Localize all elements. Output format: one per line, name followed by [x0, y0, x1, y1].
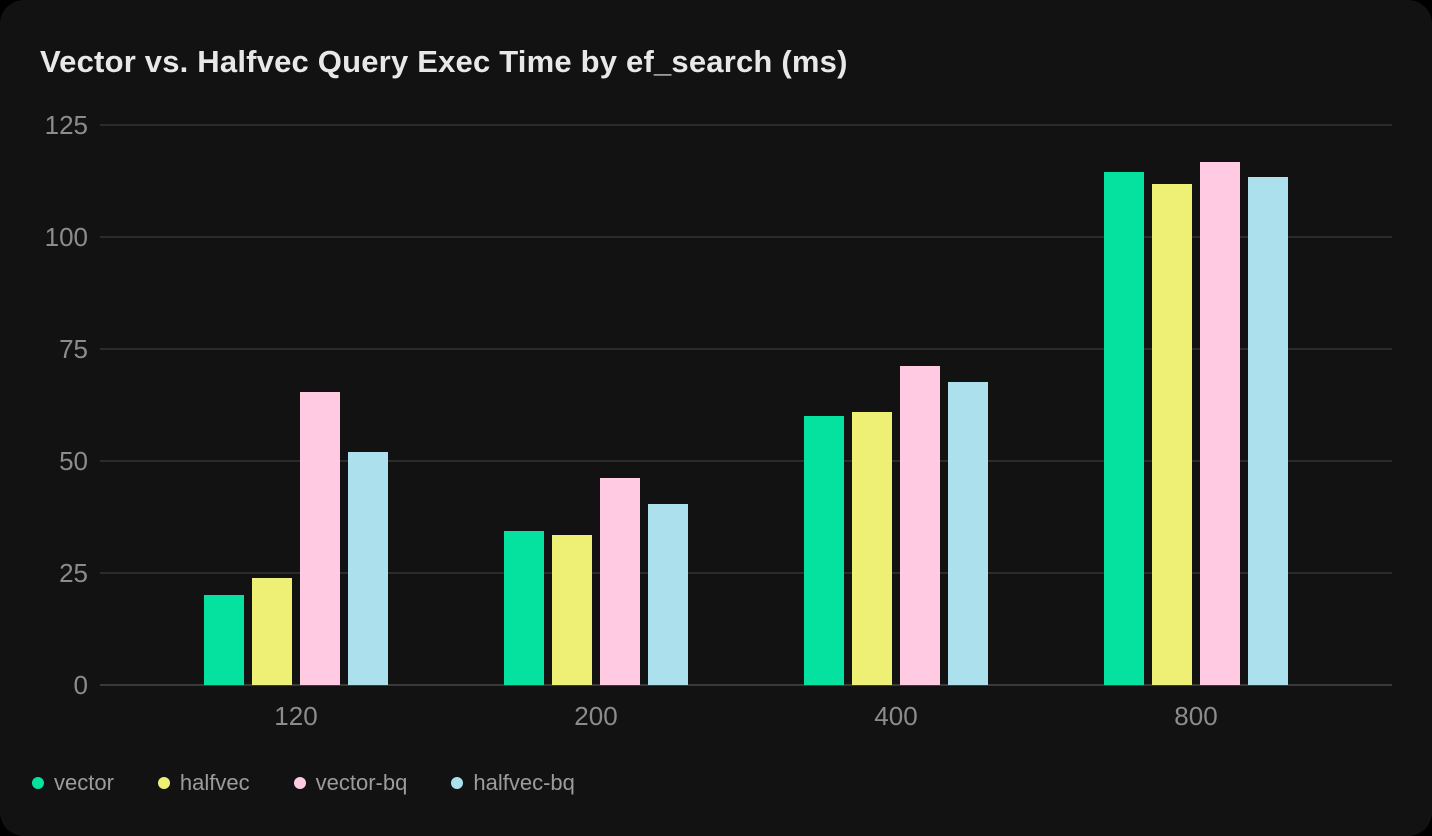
- legend-dot-vector: [32, 777, 44, 789]
- legend-label-halfvec-bq: halfvec-bq: [473, 770, 575, 795]
- legend-item-halfvec[interactable]: halfvec: [157, 770, 250, 795]
- x-tick-label-200: 200: [574, 701, 618, 731]
- bar-halfvec-bq-400[interactable]: [948, 381, 988, 685]
- legend-label-vector: vector: [54, 770, 114, 795]
- gridline-100: [100, 236, 1392, 238]
- gridline-0: [100, 684, 1392, 686]
- chart-title: Vector vs. Halfvec Query Exec Time by ef…: [40, 44, 848, 79]
- legend-item-halfvec-bq[interactable]: halfvec-bq: [451, 772, 575, 794]
- y-tick-label-50: 50: [59, 446, 88, 476]
- gridline-125: [100, 124, 1392, 126]
- bar-chart-plot: [100, 124, 1392, 686]
- bar-vector-bq-200[interactable]: [600, 477, 640, 685]
- gridline-50: [100, 460, 1392, 462]
- bar-vector-800[interactable]: [1104, 172, 1144, 685]
- bar-group-400: [804, 125, 988, 685]
- gridline-75: [100, 348, 1392, 350]
- legend-dot-vector-bq: [293, 777, 306, 789]
- bar-vector-120[interactable]: [204, 595, 244, 685]
- x-tick-label-120: 120: [274, 701, 318, 731]
- legend-label-vector-bq: vector-bq: [315, 770, 408, 795]
- bar-halfvec-bq-200[interactable]: [648, 504, 688, 685]
- bar-vector-bq-120[interactable]: [300, 391, 340, 685]
- bar-halfvec-400[interactable]: [852, 411, 892, 685]
- x-axis-labels: 120 200 400 800: [100, 699, 1392, 733]
- legend-label-halfvec: halfvec: [179, 770, 250, 795]
- bar-vector-400[interactable]: [804, 415, 844, 685]
- bar-vector-bq-800[interactable]: [1200, 161, 1240, 685]
- bar-halfvec-120[interactable]: [252, 578, 292, 685]
- x-tick-label-800: 800: [1174, 701, 1218, 731]
- y-tick-label-25: 25: [59, 558, 88, 588]
- y-tick-label-0: 0: [73, 670, 88, 700]
- bar-vector-200[interactable]: [504, 531, 544, 685]
- x-tick-label-400: 400: [874, 701, 918, 731]
- bar-vector-bq-400[interactable]: [900, 365, 940, 685]
- chart-legend: vector halfvec vector-bq halfvec-bq: [32, 768, 619, 798]
- gridline-25: [100, 572, 1392, 574]
- bar-halfvec-800[interactable]: [1152, 183, 1192, 685]
- bar-halfvec-bq-120[interactable]: [348, 452, 388, 685]
- bar-group-120: [204, 125, 388, 685]
- legend-dot-halfvec: [157, 777, 170, 789]
- legend-item-vector[interactable]: vector: [32, 772, 114, 794]
- y-axis-labels: 0 25 50 75 100 125: [28, 112, 88, 698]
- bar-group-800: [1104, 125, 1288, 685]
- bar-group-200: [504, 125, 688, 685]
- legend-dot-halfvec-bq: [451, 777, 464, 789]
- y-tick-label-75: 75: [59, 334, 88, 364]
- legend-item-vector-bq[interactable]: vector-bq: [293, 770, 408, 795]
- y-tick-label-100: 100: [44, 222, 88, 252]
- bar-halfvec-bq-800[interactable]: [1248, 177, 1288, 685]
- bar-halfvec-200[interactable]: [552, 535, 592, 685]
- y-tick-label-125: 125: [44, 110, 88, 140]
